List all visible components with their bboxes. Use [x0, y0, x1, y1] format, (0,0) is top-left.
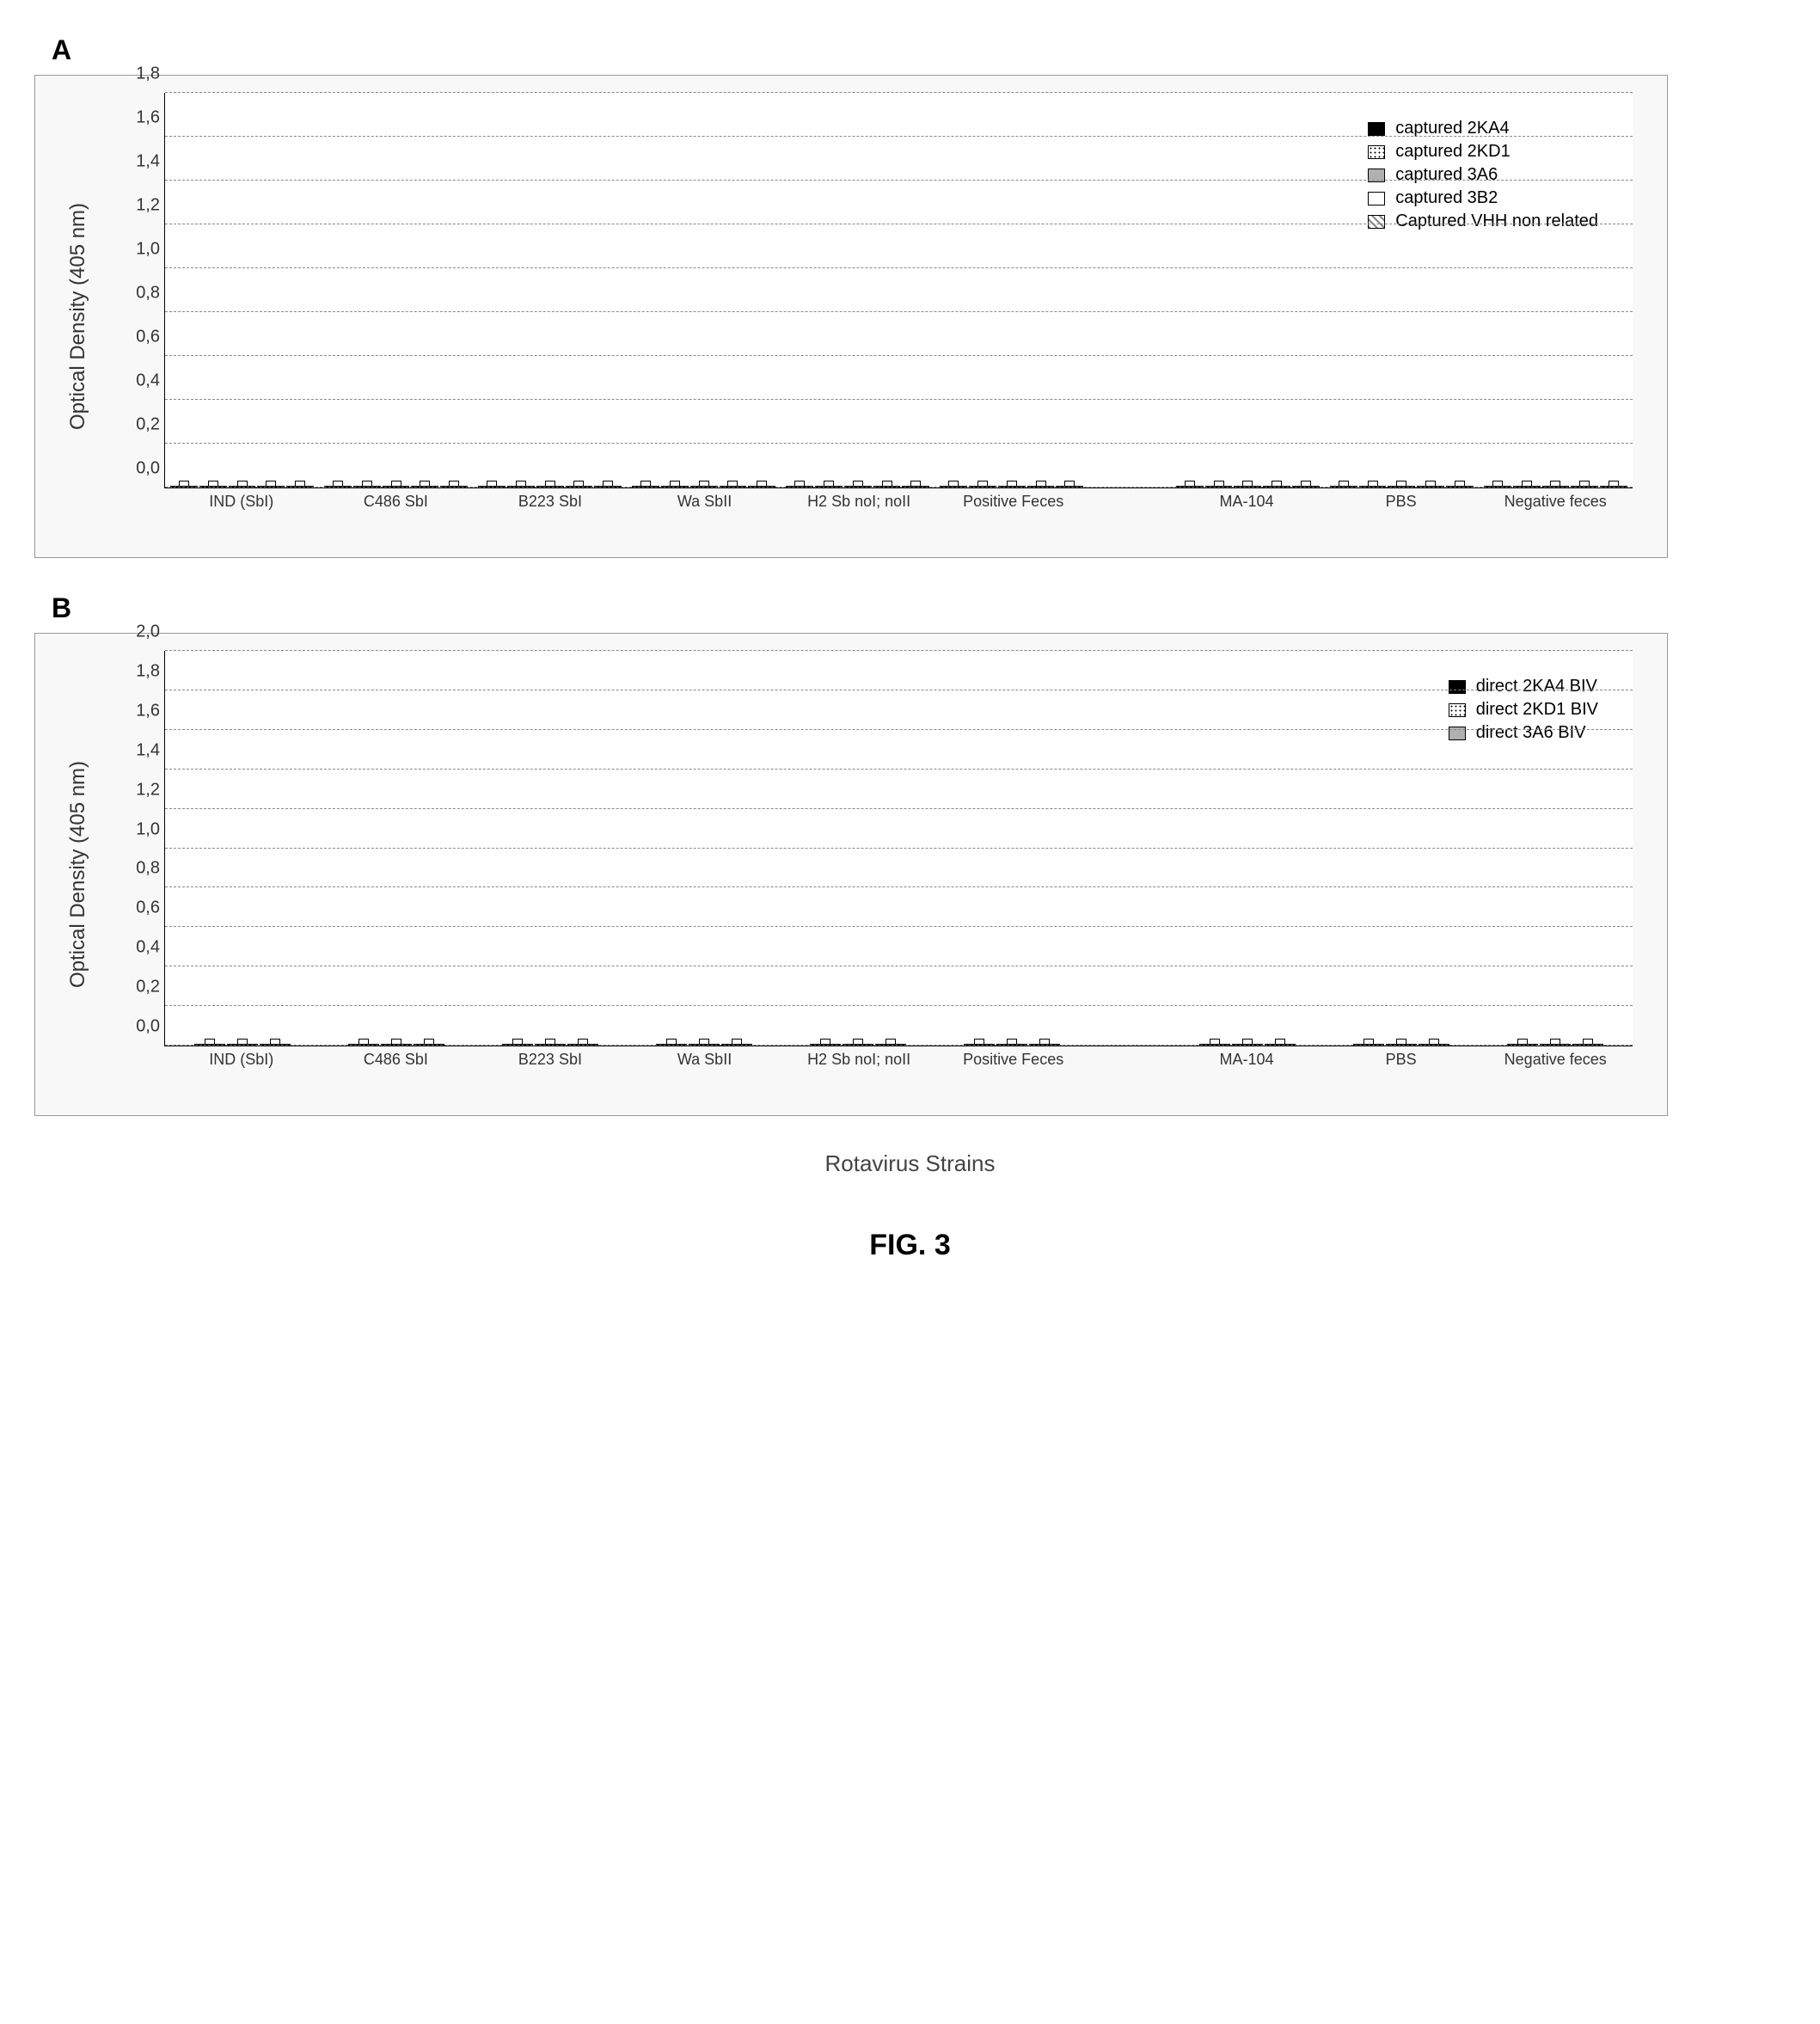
ytick-label: 1,2 [136, 196, 160, 216]
ytick-label: 1,8 [136, 661, 160, 681]
xtick-label: PBS [1324, 493, 1479, 512]
legend-label: captured 3A6 [1395, 165, 1498, 185]
ytick-label: 0,2 [136, 978, 160, 997]
legend-item: direct 3A6 BIV [1449, 723, 1598, 743]
gridline [165, 136, 1633, 137]
gridline [165, 769, 1633, 770]
chart-b-legend: direct 2KA4 BIV direct 2KD1 BIV direct 3A6… [1440, 668, 1607, 751]
chart-a-container: Optical Density (405 nm) captured 2KA4ca… [34, 75, 1668, 558]
legend-item: Captured VHH non related [1368, 212, 1598, 231]
figure-label: FIG. 3 [34, 1229, 1786, 1262]
ytick-label: 1,6 [136, 701, 160, 721]
ytick-label: 1,0 [136, 819, 160, 839]
legend-label: direct 2KD1 BIV [1476, 700, 1598, 720]
ytick-label: 1,4 [136, 740, 160, 760]
gridline [165, 311, 1633, 312]
legend-label: direct 2KA4 BIV [1476, 677, 1597, 696]
legend-label: Captured VHH non related [1395, 212, 1598, 231]
panel-a-label: A [52, 34, 1786, 66]
ytick-label: 0,6 [136, 899, 160, 918]
xtick-label: B223 SbI [473, 1051, 628, 1070]
xtick-label: H2 Sb noI; noII [781, 1051, 936, 1070]
gridline [165, 1045, 1633, 1046]
ytick-label: 1,4 [136, 152, 160, 172]
gridline [165, 729, 1633, 730]
gridline [165, 399, 1633, 400]
ytick-label: 1,0 [136, 240, 160, 260]
gridline [165, 808, 1633, 809]
ytick-label: 0,6 [136, 328, 160, 347]
xtick-label: Negative feces [1478, 1051, 1633, 1070]
legend-item: captured 3A6 [1368, 165, 1598, 185]
chart-a-ylabel: Optical Density (405 nm) [66, 203, 90, 430]
legend-item: direct 2KD1 BIV [1449, 700, 1598, 720]
panel-b-label: B [52, 592, 1786, 624]
legend-swatch [1368, 145, 1385, 159]
xtick-label [1090, 1051, 1169, 1070]
xtick-label: Wa SbII [628, 493, 782, 512]
gridline [165, 487, 1633, 488]
xtick-label: MA-104 [1169, 493, 1324, 512]
xtick-label: Wa SbII [628, 1051, 782, 1070]
gridline [165, 267, 1633, 268]
ytick-label: 2,0 [136, 623, 160, 642]
gridline [165, 886, 1633, 887]
legend-swatch [1449, 680, 1466, 694]
xtick-label: H2 Sb noI; noII [781, 493, 936, 512]
ytick-label: 0,8 [136, 284, 160, 304]
gridline [165, 180, 1633, 181]
gridline [165, 650, 1633, 651]
ytick-label: 0,2 [136, 415, 160, 435]
legend-swatch [1368, 192, 1385, 205]
ytick-label: 0,4 [136, 938, 160, 958]
xtick-label: C486 SbI [319, 493, 474, 512]
gridline [165, 355, 1633, 356]
xtick-label: IND (SbI) [164, 493, 319, 512]
legend-item: captured 2KD1 [1368, 142, 1598, 162]
ytick-label: 0,4 [136, 371, 160, 391]
chart-b-container: Optical Density (405 nm) direct 2KA4 BIV… [34, 633, 1668, 1116]
chart-a-legend: captured 2KA4captured 2KD1captured 3A6ca… [1359, 110, 1607, 240]
x-axis-label: Rotavirus Strains [34, 1150, 1786, 1177]
legend-item: captured 3B2 [1368, 188, 1598, 208]
ytick-label: 0,0 [136, 1017, 160, 1037]
xtick-label: B223 SbI [473, 493, 628, 512]
xtick-label: PBS [1324, 1051, 1479, 1070]
chart-a-plot: captured 2KA4captured 2KD1captured 3A6ca… [164, 93, 1633, 488]
legend-label: direct 3A6 BIV [1476, 723, 1586, 743]
chart-b-plot: direct 2KA4 BIV direct 2KD1 BIV direct 3A6… [164, 651, 1633, 1046]
ytick-label: 1,6 [136, 108, 160, 128]
chart-b-ylabel: Optical Density (405 nm) [66, 761, 90, 988]
legend-item: direct 2KA4 BIV [1449, 677, 1598, 696]
xtick-label: C486 SbI [319, 1051, 474, 1070]
gridline [165, 92, 1633, 93]
ytick-label: 0,0 [136, 459, 160, 479]
xtick-label: Negative feces [1478, 493, 1633, 512]
legend-label: captured 3B2 [1395, 188, 1498, 208]
legend-swatch [1368, 215, 1385, 229]
gridline [165, 1005, 1633, 1006]
xtick-label: Positive Feces [936, 493, 1091, 512]
legend-label: captured 2KD1 [1395, 142, 1510, 162]
gridline [165, 848, 1633, 849]
ytick-label: 1,2 [136, 780, 160, 800]
ytick-label: 0,8 [136, 859, 160, 879]
gridline [165, 443, 1633, 444]
gridline [165, 926, 1633, 927]
xtick-label: IND (SbI) [164, 1051, 319, 1070]
xtick-label: MA-104 [1169, 1051, 1324, 1070]
xtick-label: Positive Feces [936, 1051, 1091, 1070]
legend-swatch [1368, 122, 1385, 136]
legend-swatch [1449, 703, 1466, 717]
chart-a: Optical Density (405 nm) captured 2KA4ca… [113, 93, 1633, 540]
xtick-label [1090, 493, 1169, 512]
chart-b: Optical Density (405 nm) direct 2KA4 BIV… [113, 651, 1633, 1098]
ytick-label: 1,8 [136, 64, 160, 84]
